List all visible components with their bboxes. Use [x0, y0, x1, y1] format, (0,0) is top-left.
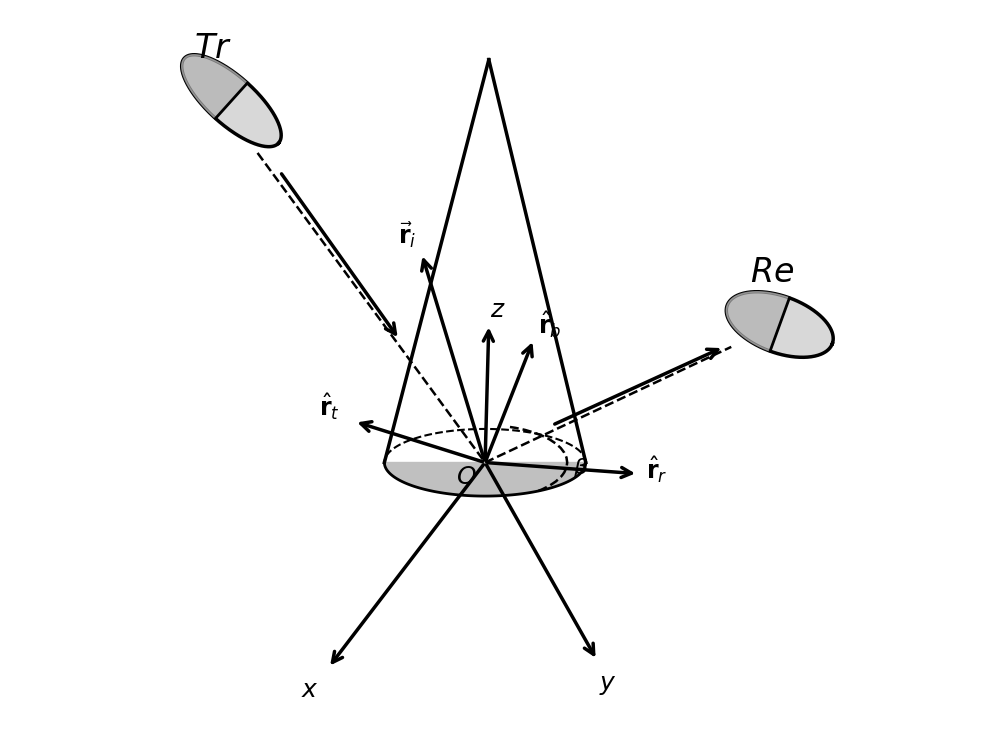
Polygon shape [384, 60, 586, 496]
Polygon shape [384, 463, 586, 496]
Polygon shape [726, 292, 833, 357]
Text: $O$: $O$ [456, 466, 477, 489]
Text: $\hat{\mathbf{r}}_t$: $\hat{\mathbf{r}}_t$ [319, 391, 340, 422]
Text: $\mathit{Re}$: $\mathit{Re}$ [750, 256, 794, 289]
Text: $z$: $z$ [490, 298, 506, 322]
Text: $\mathit{Tr}$: $\mathit{Tr}$ [194, 32, 232, 65]
Text: $\hat{\mathbf{r}}_r$: $\hat{\mathbf{r}}_r$ [646, 454, 667, 486]
Polygon shape [182, 54, 247, 119]
Polygon shape [182, 54, 281, 147]
Text: $\hat{\mathbf{r}}_b$: $\hat{\mathbf{r}}_b$ [538, 309, 562, 340]
Text: $y$: $y$ [599, 673, 617, 697]
Text: $\beta$: $\beta$ [573, 457, 588, 480]
Text: $\vec{\mathbf{r}}_i$: $\vec{\mathbf{r}}_i$ [398, 220, 416, 250]
Polygon shape [726, 292, 789, 351]
Text: $x$: $x$ [301, 678, 319, 702]
